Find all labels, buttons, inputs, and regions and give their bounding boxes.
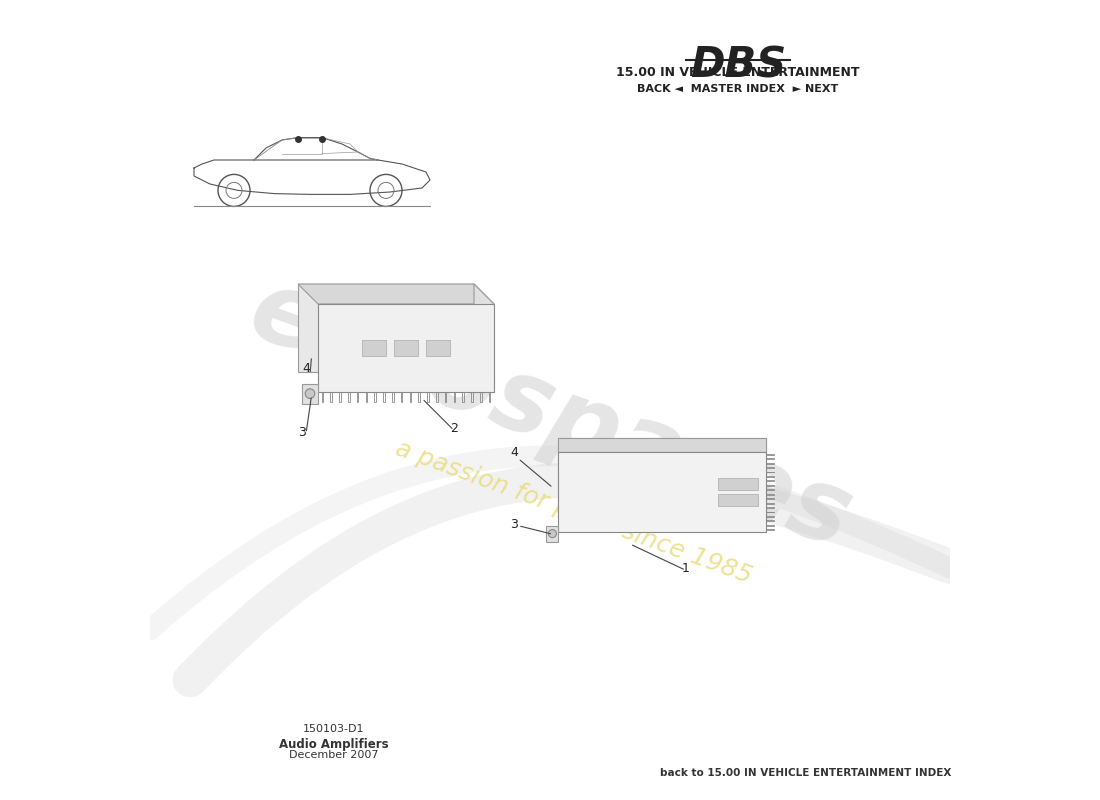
Text: Audio Amplifiers: Audio Amplifiers	[279, 738, 388, 750]
Text: 4: 4	[302, 362, 310, 375]
Text: 3: 3	[298, 426, 306, 439]
Polygon shape	[474, 284, 494, 392]
Polygon shape	[558, 438, 766, 518]
Text: 150103-D1: 150103-D1	[304, 724, 365, 734]
Text: 2: 2	[450, 422, 458, 435]
Text: BACK ◄  MASTER INDEX  ► NEXT: BACK ◄ MASTER INDEX ► NEXT	[637, 84, 838, 94]
Text: 1: 1	[682, 562, 690, 575]
Polygon shape	[298, 284, 474, 372]
Bar	[362, 340, 386, 356]
Polygon shape	[558, 452, 766, 532]
Text: eurospares: eurospares	[236, 262, 864, 570]
Bar	[718, 478, 758, 490]
Bar	[394, 340, 418, 356]
Text: back to 15.00 IN VEHICLE ENTERTAINMENT INDEX: back to 15.00 IN VEHICLE ENTERTAINMENT I…	[660, 768, 952, 778]
Circle shape	[549, 530, 557, 538]
Circle shape	[305, 389, 315, 398]
Text: a passion for parts since 1985: a passion for parts since 1985	[393, 436, 756, 588]
Polygon shape	[546, 526, 558, 542]
Text: December 2007: December 2007	[289, 750, 378, 760]
Text: 15.00 IN VEHICLE ENTERTAINMENT: 15.00 IN VEHICLE ENTERTAINMENT	[616, 66, 860, 78]
Polygon shape	[298, 284, 494, 304]
Text: 3: 3	[510, 518, 518, 531]
Text: 4: 4	[510, 446, 518, 459]
Text: DBS: DBS	[690, 44, 786, 86]
Polygon shape	[558, 438, 766, 452]
Bar	[426, 340, 450, 356]
Polygon shape	[318, 304, 494, 392]
Bar	[718, 494, 758, 506]
Polygon shape	[302, 384, 318, 404]
